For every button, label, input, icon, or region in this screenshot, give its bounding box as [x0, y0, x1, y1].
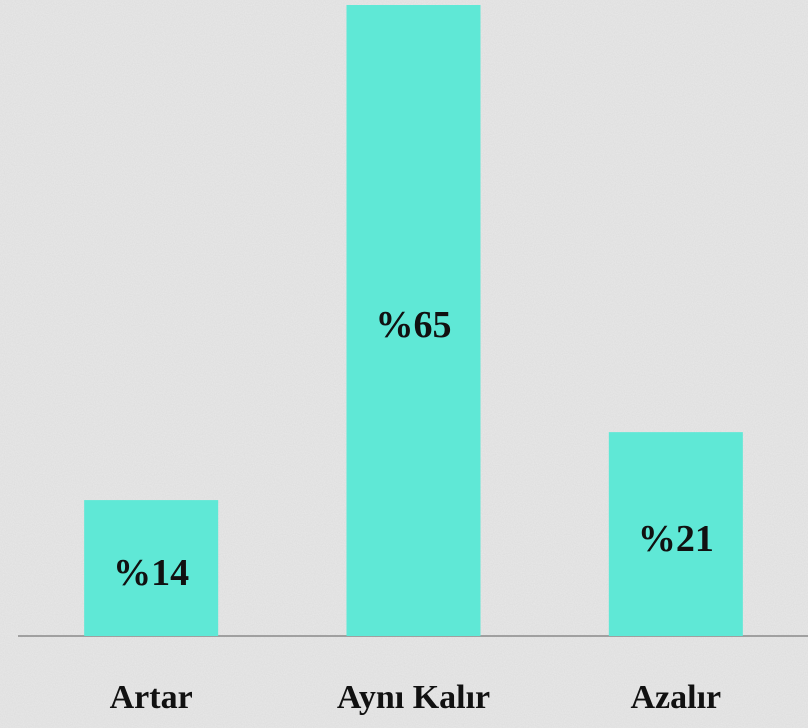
value-label: %21	[638, 518, 714, 560]
x-tick-label: Artar	[110, 679, 193, 716]
value-label: %14	[113, 552, 189, 594]
value-label: %65	[376, 304, 452, 346]
bar	[346, 5, 481, 636]
bar	[84, 500, 219, 636]
bar	[608, 432, 743, 636]
x-tick-label: Azalır	[631, 679, 722, 716]
x-tick-label: Aynı Kalır	[337, 679, 490, 716]
